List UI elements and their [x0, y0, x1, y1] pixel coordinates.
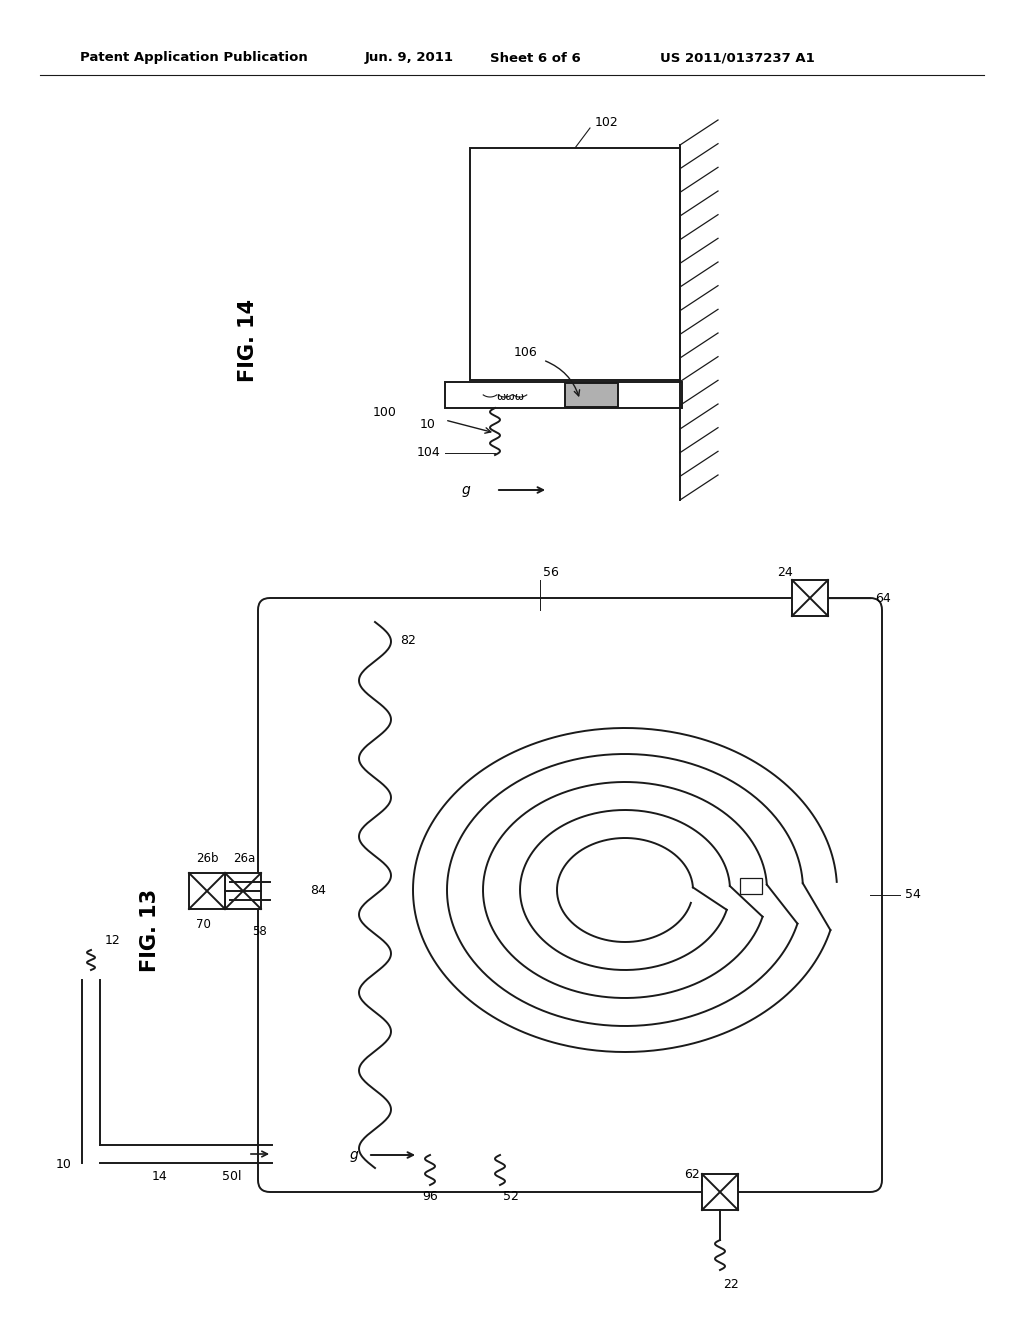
Text: 52: 52 [503, 1191, 519, 1203]
Text: Sheet 6 of 6: Sheet 6 of 6 [490, 51, 581, 65]
Text: 62: 62 [684, 1168, 700, 1181]
Bar [470, 148, 680, 380]
Text: 56: 56 [543, 565, 559, 578]
Text: 102: 102 [595, 116, 618, 128]
Text: FIG. 14: FIG. 14 [238, 298, 258, 381]
Bar [565, 383, 618, 407]
Text: 64: 64 [874, 591, 891, 605]
Text: 54: 54 [905, 888, 921, 902]
Text: 10: 10 [56, 1159, 72, 1172]
Text: 12: 12 [105, 933, 121, 946]
Text: 26b: 26b [196, 851, 218, 865]
Bar [702, 1173, 738, 1210]
Text: 84: 84 [310, 883, 326, 896]
Text: 100: 100 [373, 407, 397, 420]
Text: ωωω: ωωω [496, 392, 524, 403]
Text: Jun. 9, 2011: Jun. 9, 2011 [365, 51, 454, 65]
Text: Patent Application Publication: Patent Application Publication [80, 51, 308, 65]
Text: 104: 104 [416, 446, 440, 459]
Text: 14: 14 [153, 1170, 168, 1183]
Text: 106: 106 [513, 346, 537, 359]
Bar [792, 579, 828, 616]
Text: 10: 10 [420, 417, 436, 430]
Text: 24: 24 [777, 565, 793, 578]
Text: 96: 96 [422, 1191, 438, 1203]
Text: 82: 82 [400, 634, 416, 647]
Text: 26a: 26a [232, 851, 255, 865]
Text: g: g [349, 1148, 358, 1162]
Text: US 2011/0137237 A1: US 2011/0137237 A1 [660, 51, 815, 65]
Text: g: g [461, 483, 470, 498]
Bar [189, 873, 225, 909]
Text: 50l: 50l [222, 1170, 242, 1183]
Bar [740, 878, 762, 894]
Text: 58: 58 [252, 925, 266, 939]
Text: 70: 70 [196, 917, 211, 931]
Text: FIG. 13: FIG. 13 [140, 888, 160, 972]
FancyBboxPatch shape [258, 598, 882, 1192]
Bar [225, 873, 261, 909]
Text: 22: 22 [723, 1278, 738, 1291]
Bar [445, 381, 682, 408]
